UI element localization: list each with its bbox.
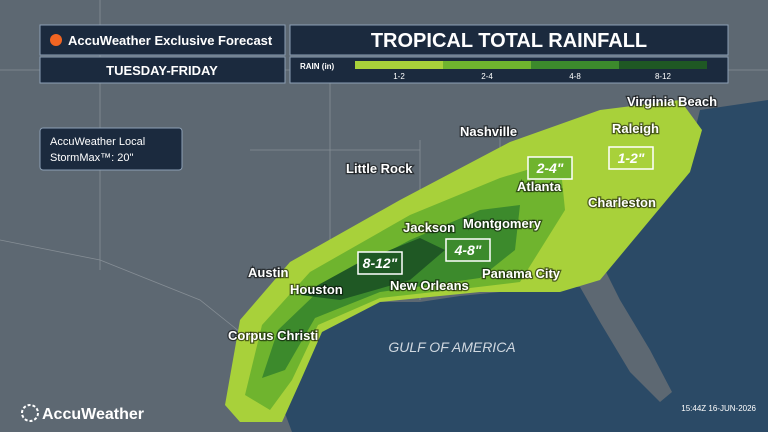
legend-label: 4-8 [569,72,581,81]
city-label: Little Rock [346,161,413,176]
logo-icon [21,404,39,422]
legend-label: 1-2 [393,72,405,81]
logo: AccuWeather [42,406,144,423]
zone-label: 1-2" [618,150,645,166]
zone-label: 8-12" [363,255,398,271]
timestamp: 15:44Z 16-JUN-2026 [681,404,756,413]
city-label: Raleigh [612,121,659,136]
title-box [289,24,729,56]
zone-label: 2-4" [536,160,564,176]
zone-label: 4-8" [454,242,482,258]
brand-icon [50,34,62,46]
brand-text: AccuWeather Exclusive Forecast [68,33,273,48]
stormmax-box [39,127,183,171]
city-label: Jackson [403,220,455,235]
city-label: Virginia Beach [627,94,717,109]
zone-label-box [357,251,403,275]
legend-swatch [531,61,619,69]
city-label: Houston [290,282,343,297]
legend-swatch [355,61,443,69]
zone-label-box [445,238,491,262]
brand-box [39,24,286,56]
city-label: Nashville [460,124,517,139]
city-label: Montgomery [463,216,542,231]
zone-labels: 1-2" 2-4" 4-8" 8-12" [357,146,654,275]
city-label: Austin [248,265,289,280]
city-label: Atlanta [517,179,562,194]
zone-label-box [608,146,654,170]
title: TROPICAL TOTAL RAINFALL [371,30,647,52]
period: TUESDAY-FRIDAY [106,63,218,78]
city-label: Panama City [482,266,561,281]
zone-label-box [527,156,573,180]
legend: 1-2 2-4 4-8 8-12 [355,61,707,81]
stormmax-text: StormMax™: 20" [50,152,133,164]
city-label: Corpus Christi [228,328,318,343]
stormmax-text: AccuWeather Local [50,136,145,148]
city-label: Charleston [588,195,656,210]
legend-label: 2-4 [481,72,493,81]
period-box [39,56,286,84]
water-label: GULF OF AMERICA [388,339,515,355]
legend-swatch [443,61,531,69]
legend-swatch [619,61,707,69]
city-label: New Orleans [390,278,469,293]
legend-label: 8-12 [655,72,672,81]
legend-title: RAIN (in) [300,62,335,71]
cities: Virginia Beach Raleigh Nashville Little Roc… [227,93,719,345]
